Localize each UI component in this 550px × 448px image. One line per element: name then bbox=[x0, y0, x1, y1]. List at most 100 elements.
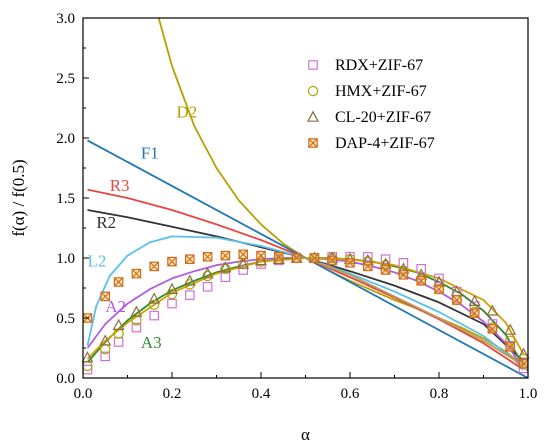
y-tick-label-3: 1.5 bbox=[56, 191, 75, 207]
data-point-s2-3 bbox=[130, 305, 143, 317]
data-point-s3-17-stroke-b bbox=[381, 265, 391, 275]
data-point-s3-7 bbox=[202, 252, 213, 262]
data-point-s3-22-stroke-b bbox=[470, 308, 480, 318]
data-point-s3-19-stroke-b bbox=[416, 276, 426, 286]
data-point-s3-24 bbox=[505, 342, 515, 352]
data-point-s3-10-stroke-b bbox=[256, 251, 266, 261]
series-rdx-zif-67 bbox=[82, 252, 529, 375]
legend-label-0: RDX+ZIF-67 bbox=[335, 57, 423, 74]
data-point-s3-22 bbox=[469, 308, 480, 318]
curve-label-a2: A2 bbox=[105, 297, 126, 316]
data-point-s3-23-stroke-b bbox=[487, 324, 497, 334]
x-tick-label-3: 0.6 bbox=[341, 386, 360, 402]
data-point-s3-9 bbox=[238, 249, 248, 260]
data-point-s3-15 bbox=[345, 258, 355, 268]
data-point-s2-2 bbox=[112, 318, 125, 330]
data-point-s3-12-stroke-b bbox=[292, 253, 302, 263]
legend-label-2: CL-20+ZIF-67 bbox=[335, 109, 431, 126]
data-point-s0-4 bbox=[149, 310, 159, 321]
data-point-s3-11-stroke-b bbox=[274, 252, 284, 262]
data-point-s1-8 bbox=[220, 263, 231, 274]
x-tick-label-1: 0.2 bbox=[163, 386, 182, 402]
x-tick-label-4: 0.8 bbox=[430, 386, 449, 402]
model-curves bbox=[86, 18, 528, 378]
data-point-s3-12 bbox=[291, 253, 302, 263]
data-point-s3-8 bbox=[220, 250, 231, 261]
data-point-s3-8-stroke-b bbox=[220, 251, 230, 261]
model-curve-unlabeled-8 bbox=[305, 257, 528, 372]
data-point-s0-5 bbox=[167, 298, 177, 309]
data-point-s2-4 bbox=[148, 292, 161, 304]
legend-label-3: DAP-4+ZIF-67 bbox=[335, 135, 435, 152]
data-point-s3-2 bbox=[113, 277, 124, 287]
y-axis-title: f(α) / f(0.5) bbox=[9, 159, 28, 236]
data-point-s0-6 bbox=[185, 290, 195, 300]
data-point-s3-4 bbox=[149, 261, 159, 272]
data-point-s3-13 bbox=[309, 253, 320, 263]
data-point-s3-1-stroke-b bbox=[100, 291, 110, 301]
data-point-s3-7-stroke-b bbox=[203, 252, 213, 262]
model-curve-l2 bbox=[86, 235, 525, 371]
y-tick-label-1: 0.5 bbox=[56, 311, 75, 327]
data-point-s2-7 bbox=[201, 267, 214, 279]
data-point-s2-8 bbox=[219, 261, 232, 273]
legend-marker-3-stroke-b bbox=[308, 138, 318, 148]
data-point-s3-14 bbox=[327, 255, 337, 266]
legend-marker-1 bbox=[307, 85, 319, 97]
data-point-s3-15-stroke-b bbox=[345, 258, 355, 268]
curve-label-r2: R2 bbox=[96, 213, 116, 232]
curve-label-r3: R3 bbox=[110, 176, 130, 195]
data-point-s0-16 bbox=[363, 252, 373, 262]
legend-marker-3 bbox=[308, 138, 318, 148]
x-tick-label-5: 1.0 bbox=[519, 386, 538, 402]
data-point-s3-20 bbox=[434, 284, 444, 294]
data-point-s2-0 bbox=[81, 351, 94, 363]
data-point-s0-3 bbox=[131, 322, 142, 333]
data-point-s3-5 bbox=[167, 256, 177, 267]
data-markers bbox=[81, 249, 530, 375]
data-point-s3-16 bbox=[363, 261, 373, 272]
plot-area bbox=[83, 18, 528, 378]
x-tick-label-2: 0.4 bbox=[252, 386, 271, 402]
data-point-s2-22 bbox=[468, 294, 481, 306]
data-point-s3-3-stroke-b bbox=[131, 269, 141, 279]
data-point-s0-20 bbox=[434, 273, 444, 284]
data-point-s0-17 bbox=[380, 254, 391, 264]
x-tick-label-0: 0.0 bbox=[74, 386, 93, 402]
axis-ticks: 0.0 0.2 0.4 0.6 0.8 1.0 0.0 0.5 1.0 1.5 2.0 2.5 3.0 bbox=[56, 11, 537, 402]
y-tick-label-6: 3.0 bbox=[56, 11, 75, 27]
data-point-s2-5 bbox=[166, 282, 178, 294]
data-point-s3-9-stroke-b bbox=[238, 249, 248, 259]
curve-label-f1: F1 bbox=[141, 143, 159, 162]
data-point-s2-6 bbox=[183, 274, 196, 286]
data-point-s1-4 bbox=[148, 299, 160, 310]
data-point-s3-6-stroke-b bbox=[185, 254, 195, 264]
data-point-s3-23 bbox=[487, 324, 498, 334]
x-axis-title: α bbox=[301, 425, 310, 444]
curve-label-l2: L2 bbox=[87, 251, 106, 270]
y-tick-label-0: 0.0 bbox=[56, 371, 75, 387]
data-point-s3-24-stroke-b bbox=[505, 342, 515, 352]
data-point-s3-1 bbox=[100, 291, 111, 302]
data-point-s3-21 bbox=[452, 295, 462, 305]
data-point-s0-1 bbox=[100, 351, 111, 362]
y-tick-label-5: 2.5 bbox=[56, 71, 75, 87]
curve-label-a3: A3 bbox=[141, 333, 162, 352]
curve-label-d2: D2 bbox=[176, 103, 197, 122]
legend: RDX+ZIF-67 HMX+ZIF-67 CL-20+ZIF-67 DAP-4+ZI… bbox=[307, 57, 435, 152]
data-point-s3-3 bbox=[131, 268, 142, 279]
plot-background bbox=[83, 18, 528, 378]
data-point-s3-5-stroke-b bbox=[167, 257, 177, 267]
y-tick-label-2: 1.0 bbox=[56, 251, 75, 267]
series-dap-4-zif-67 bbox=[82, 249, 529, 369]
data-point-s2-23 bbox=[486, 304, 499, 316]
data-point-s3-25-stroke-b bbox=[518, 359, 529, 369]
curve-labels: D2 F1 R3 R2 L2 A2 A3 bbox=[87, 103, 197, 352]
data-point-s0-19 bbox=[416, 264, 426, 274]
data-point-s0-7 bbox=[202, 282, 213, 292]
data-point-s3-20-stroke-b bbox=[434, 284, 444, 294]
data-point-s3-21-stroke-b bbox=[452, 295, 462, 305]
data-point-s3-10 bbox=[256, 250, 266, 261]
data-point-s3-4-stroke-b bbox=[149, 261, 159, 271]
